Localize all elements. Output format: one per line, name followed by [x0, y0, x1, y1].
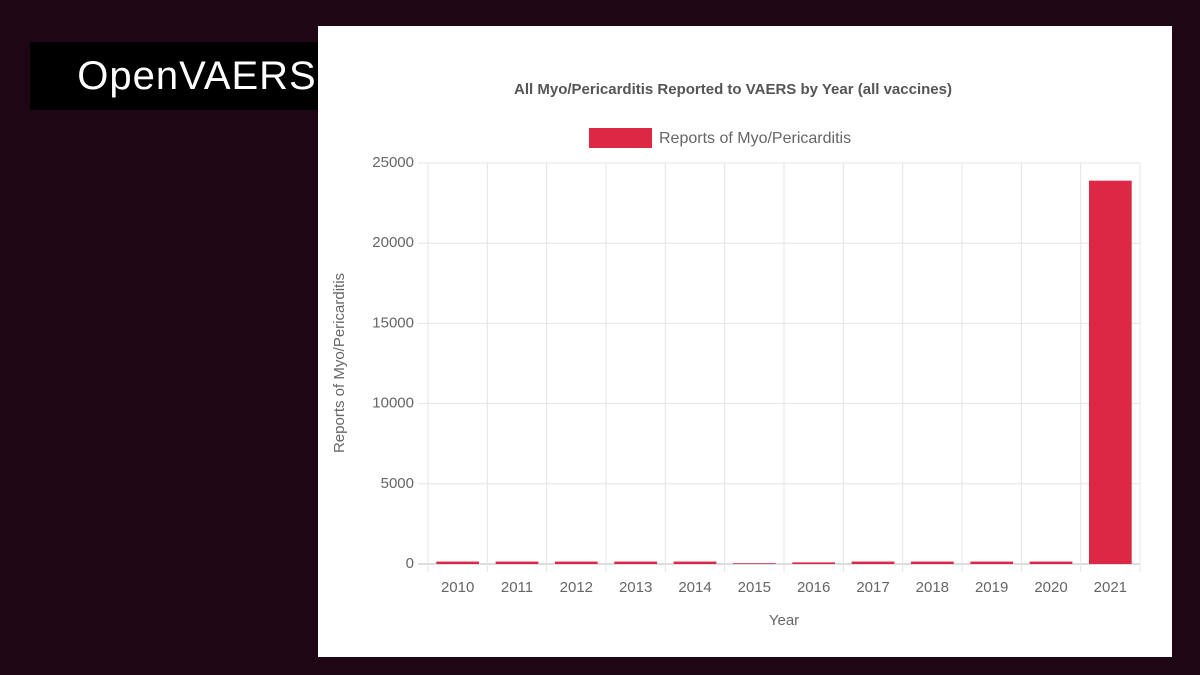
y-axis-label: Reports of Myo/Pericarditis: [331, 273, 348, 453]
bar: [614, 561, 658, 564]
logo: OpenVAERS: [30, 42, 364, 110]
x-tick-label: 2014: [678, 579, 711, 596]
bar: [554, 561, 598, 564]
chart-title: All Myo/Pericarditis Reported to VAERS b…: [514, 81, 952, 98]
bar: [910, 561, 954, 564]
bar: [1029, 561, 1073, 564]
y-tick-label: 20000: [372, 234, 414, 251]
bar: [673, 561, 717, 564]
x-tick-label: 2021: [1094, 579, 1127, 596]
y-tick-label: 15000: [372, 314, 414, 331]
x-tick-label: 2011: [501, 579, 533, 596]
x-tick-label: 2019: [975, 579, 1008, 596]
chart: All Myo/Pericarditis Reported to VAERS b…: [331, 81, 1141, 629]
x-tick-label: 2020: [1034, 579, 1067, 596]
y-tick-label: 5000: [381, 475, 414, 492]
bar: [1088, 180, 1132, 565]
bar: [495, 561, 539, 564]
bar: [436, 561, 480, 564]
x-tick-label: 2015: [738, 579, 771, 596]
y-tick-label: 10000: [372, 395, 414, 412]
x-tick-label: 2010: [441, 579, 474, 596]
bar: [732, 563, 776, 564]
x-tick-label: 2017: [856, 579, 889, 596]
y-tick-label: 0: [406, 555, 414, 572]
x-tick-label: 2016: [797, 579, 830, 596]
bar: [851, 561, 895, 564]
x-tick-label: 2018: [916, 579, 949, 596]
x-tick-label: 2012: [560, 579, 593, 596]
chart-panel: All Myo/Pericarditis Reported to VAERS b…: [318, 26, 1172, 657]
legend-swatch: [589, 128, 652, 148]
y-tick-label: 25000: [372, 154, 414, 171]
x-axis-label: Year: [769, 612, 799, 629]
x-tick-label: 2013: [619, 579, 652, 596]
bar: [792, 562, 836, 564]
legend-label: Reports of Myo/Pericarditis: [659, 130, 851, 147]
bar: [970, 561, 1014, 564]
